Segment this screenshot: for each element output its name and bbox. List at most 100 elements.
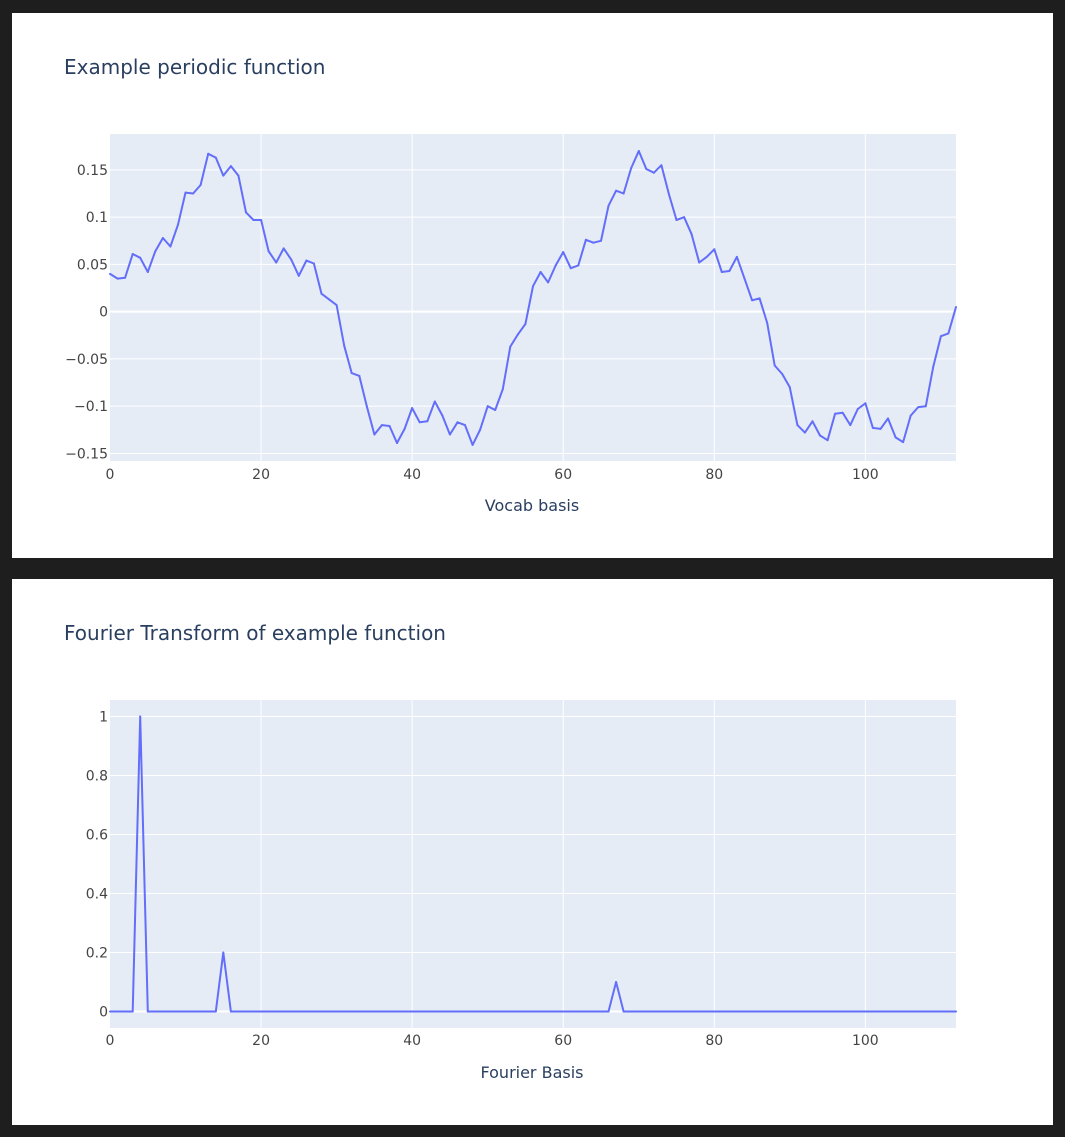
data-point [146,1010,149,1013]
data-point [532,285,534,288]
x-axis-label: Fourier Basis [481,1063,584,1082]
data-point [796,424,799,427]
x-tick-label: 100 [852,1033,879,1049]
data-point [887,417,889,420]
chart-title: Fourier Transform of example function [64,621,446,645]
data-point [184,191,187,194]
y-tick-labels: 1 0.8 0.6 0.4 0.2 0 [86,710,108,1021]
data-point [494,409,497,411]
data-point [894,436,897,439]
data-point [947,332,950,335]
data-point [192,192,195,195]
data-point [229,165,232,168]
y-tick-label: 0.15 [77,163,108,179]
y-tick-label: −0.15 [65,446,108,462]
data-point [902,441,905,444]
chart-title: Example periodic function [64,55,325,79]
data-point [109,1010,111,1013]
data-point [917,406,920,409]
data-point [728,270,731,272]
x-tick-label: 0 [106,1033,115,1049]
y-tick-label: 0.6 [86,828,108,844]
x-tick-label: 100 [852,467,879,483]
data-point [924,405,927,408]
data-point [751,299,754,302]
chart-panel-fourier: Fourier Transform of example function 0 2… [12,579,1053,1125]
data-point [267,250,270,253]
data-point [909,414,912,417]
x-tick-label: 20 [252,467,270,483]
y-tick-label: −0.1 [74,399,108,415]
data-point [841,411,844,414]
data-point [312,262,315,265]
data-point [735,255,738,258]
data-point [516,333,519,336]
data-point [577,264,580,267]
data-point [116,277,119,280]
y-tick-label: 0 [99,1004,108,1020]
data-point [245,211,247,214]
plot-area [110,700,956,1028]
data-point [131,1010,134,1013]
data-point [282,247,285,250]
data-point [939,335,942,338]
data-point [766,322,769,324]
data-point [177,223,179,226]
data-point [350,372,353,375]
data-point [509,345,512,348]
data-point [849,424,852,427]
data-point [871,426,874,429]
data-point [788,386,791,389]
data-point [109,272,111,275]
x-axis-label: Vocab basis [485,496,579,515]
data-point [637,150,640,152]
data-point [275,261,278,264]
data-point [955,306,957,308]
data-point [524,323,527,325]
data-point [554,264,557,267]
data-points [109,150,957,446]
chart-panel-periodic: Example periodic function 0 20 40 60 80 100 0… [12,13,1053,558]
x-tick-label: 40 [403,467,421,483]
data-point [418,421,421,424]
y-tick-label: 0.8 [86,769,108,785]
data-point [305,259,308,262]
y-tick-label: 0.1 [86,210,108,226]
data-point [335,304,338,307]
data-point [811,420,814,423]
data-point [124,276,127,279]
data-point [131,253,134,255]
data-point [856,408,859,410]
data-point [607,1010,610,1013]
data-point [668,193,670,196]
data-point [713,248,716,251]
data-point [426,420,429,423]
data-point [660,164,663,167]
data-point [207,152,210,155]
data-point [879,427,882,430]
data-point [932,365,935,368]
data-point [698,261,701,264]
data-point [448,433,451,436]
x-tick-labels: 0 20 40 60 80 100 [106,467,879,483]
data-point [154,250,157,253]
data-point [622,192,625,195]
data-point [146,271,149,273]
data-point [773,364,776,367]
data-point [456,421,459,424]
data-point [486,405,489,408]
data-point [569,267,572,270]
data-point [584,238,587,241]
data-point [683,216,686,219]
data-point [615,189,618,192]
data-point [237,174,240,177]
data-point [199,184,202,186]
data-point [501,388,504,391]
data-point [690,233,693,236]
data-point [464,424,466,427]
data-point [358,374,361,377]
data-point [297,274,300,277]
x-tick-label: 60 [554,467,572,483]
data-point [169,245,172,248]
data-point [161,237,164,239]
